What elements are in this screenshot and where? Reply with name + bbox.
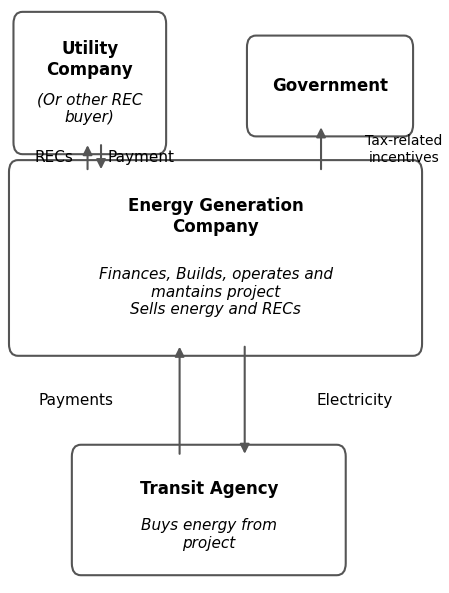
FancyBboxPatch shape [72,445,346,575]
FancyBboxPatch shape [13,12,166,154]
Text: Transit Agency: Transit Agency [140,480,278,498]
Text: RECs: RECs [35,149,73,165]
Text: Payment: Payment [108,149,175,165]
Text: Electricity: Electricity [317,393,393,408]
Text: (Or other REC
buyer): (Or other REC buyer) [37,93,142,125]
FancyBboxPatch shape [247,36,413,136]
Text: Tax-related
incentives: Tax-related incentives [365,135,443,164]
Text: Government: Government [272,77,388,95]
FancyBboxPatch shape [9,160,422,356]
Text: Utility
Company: Utility Company [46,40,133,79]
Text: Energy Generation
Company: Energy Generation Company [128,197,304,236]
Text: Finances, Builds, operates and
mantains project
Sells energy and RECs: Finances, Builds, operates and mantains … [98,267,333,317]
Text: Buys energy from
project: Buys energy from project [141,518,277,551]
Text: Payments: Payments [39,393,114,408]
